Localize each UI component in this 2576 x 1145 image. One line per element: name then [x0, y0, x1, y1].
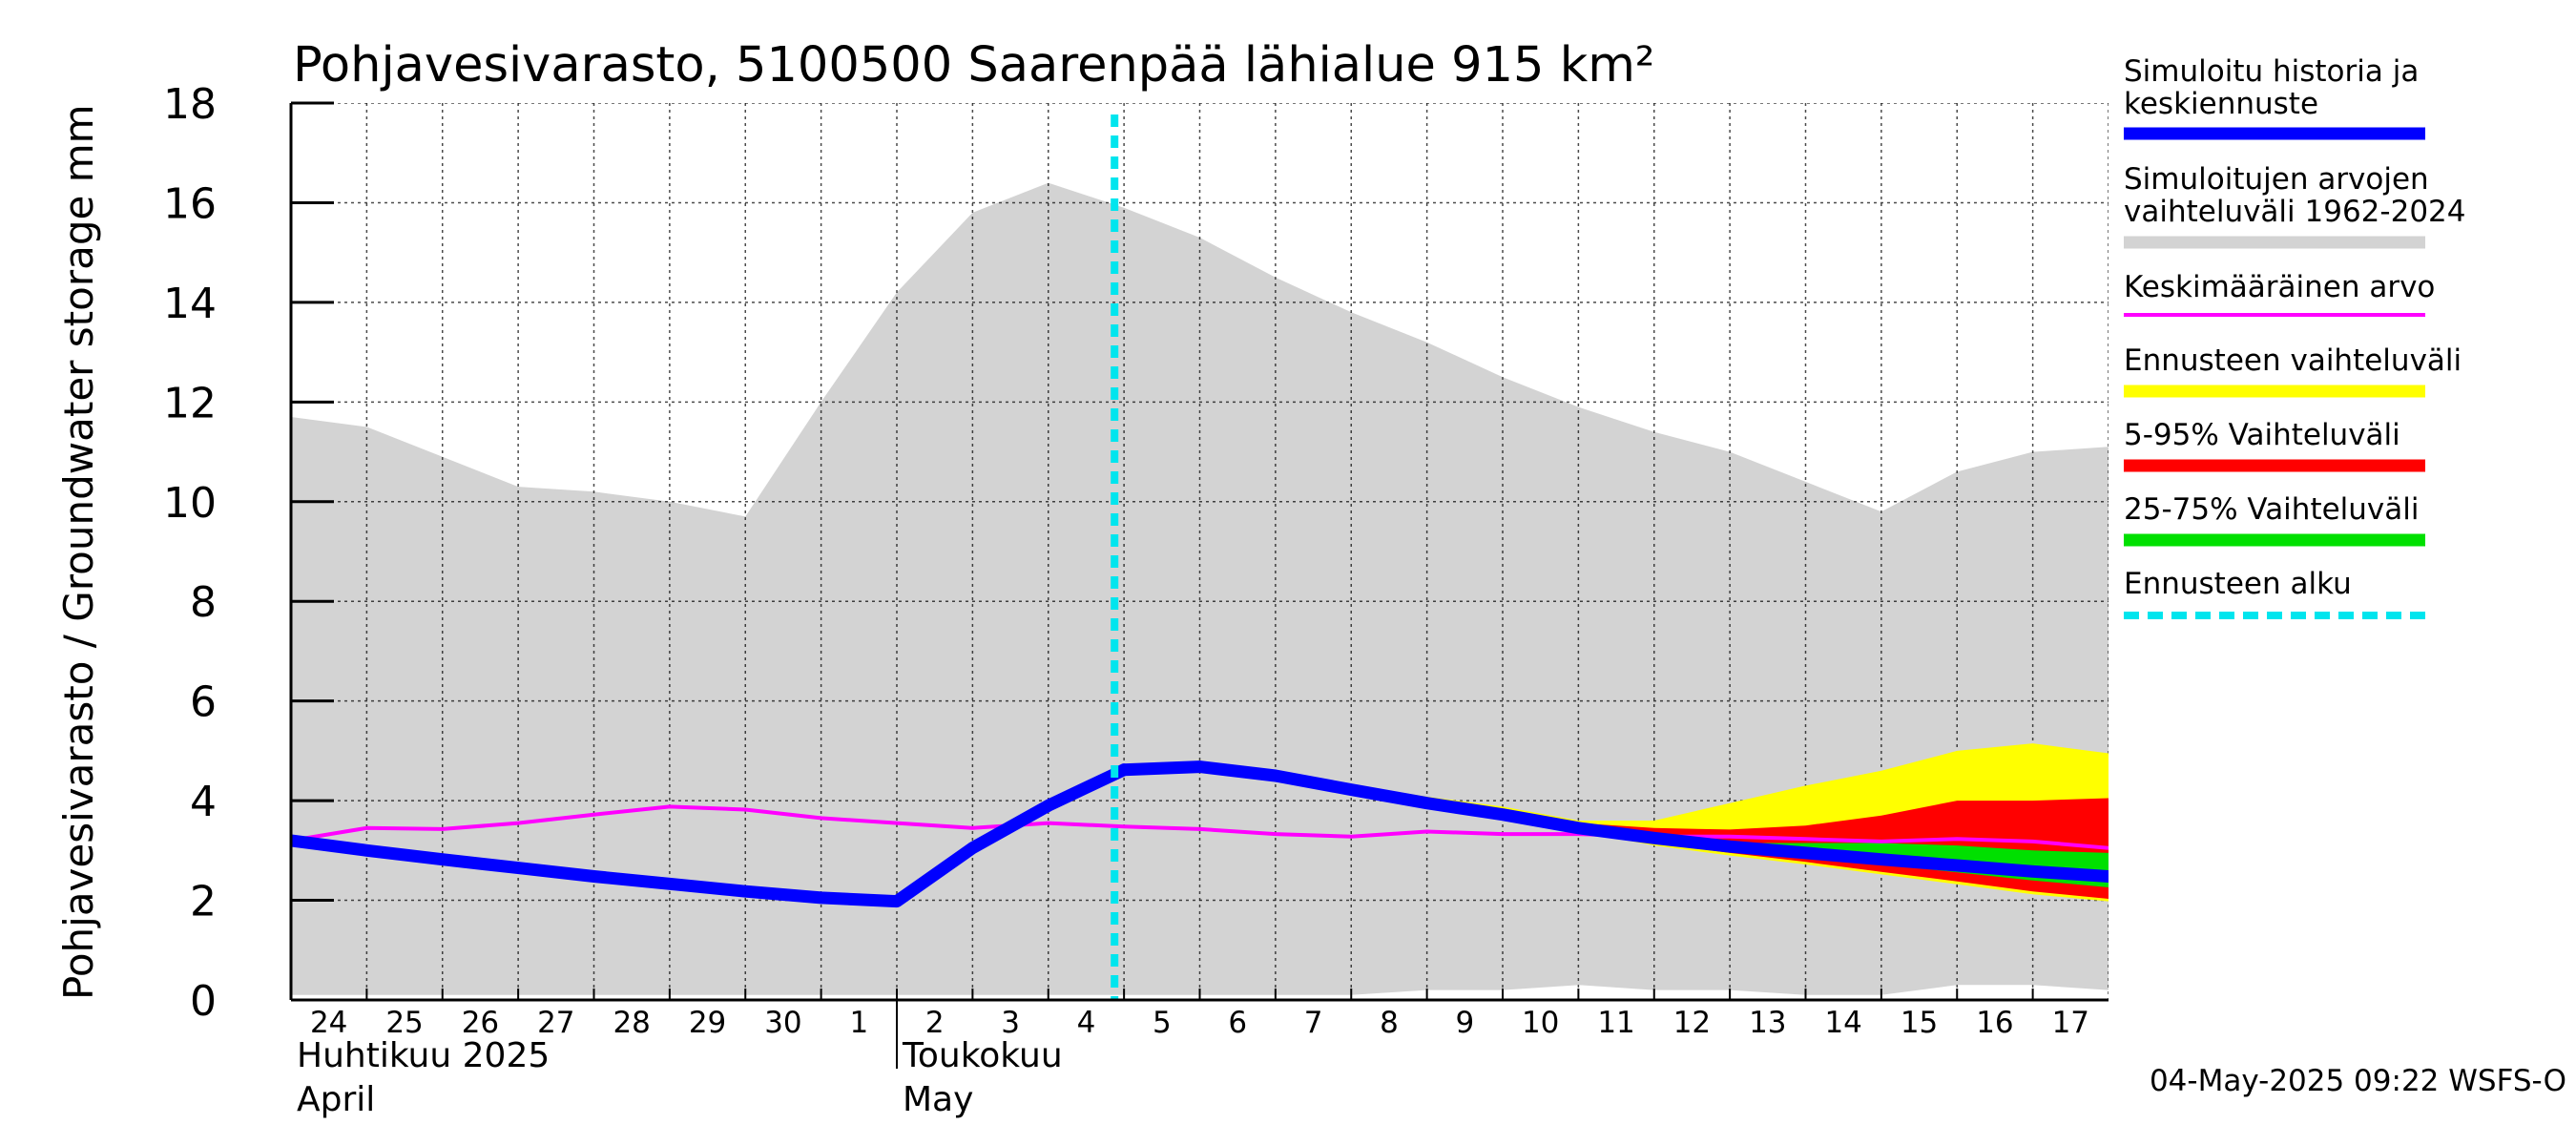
y-tick-label: 2 [190, 878, 217, 926]
y-tick-label: 6 [190, 678, 217, 727]
x-tick-label: 29 [689, 1006, 726, 1040]
x-tick-label: 15 [1901, 1006, 1938, 1040]
y-tick-label: 16 [163, 179, 217, 228]
legend-label: vaihteluväli 1962-2024 [2124, 195, 2465, 229]
x-tick-label: 14 [1824, 1006, 1861, 1040]
mean-value-line [291, 804, 2109, 850]
x-tick-label: 25 [385, 1006, 423, 1040]
y-tick-label: 0 [190, 977, 217, 1026]
month-label-en: May [903, 1080, 973, 1119]
x-tick-label: 28 [613, 1006, 650, 1040]
x-tick-label: 7 [1304, 1006, 1323, 1040]
y-tick-label: 4 [190, 778, 217, 826]
simulated-history-line [291, 763, 1131, 908]
month-label-fi: Huhtikuu 2025 [297, 1036, 550, 1075]
y-tick-label: 14 [163, 280, 217, 328]
y-axis-label: Pohjavesivarasto / Groundwater storage m… [55, 104, 102, 1000]
legend-label: Simuloitujen arvojen [2124, 162, 2429, 197]
x-tick-label: 1 [849, 1006, 868, 1040]
x-tick-label: 4 [1077, 1006, 1096, 1040]
x-tick-label: 2 [925, 1006, 945, 1040]
x-tick-label: 11 [1597, 1006, 1634, 1040]
x-tick-label: 10 [1522, 1006, 1559, 1040]
month-label-fi: Toukokuu [902, 1036, 1063, 1075]
x-tick-label: 6 [1228, 1006, 1247, 1040]
forecast-median-line [1117, 760, 2109, 883]
x-tick-label: 9 [1455, 1006, 1474, 1040]
timestamp-footer: 04-May-2025 09:22 WSFS-O [2150, 1064, 2566, 1098]
legend-label: Ennusteen alku [2124, 567, 2352, 601]
x-tick-label: 8 [1380, 1006, 1399, 1040]
y-tick-label: 18 [163, 80, 217, 129]
plot-area [291, 103, 2109, 1000]
legend-label: Keskimääräinen arvo [2124, 270, 2435, 304]
chart-title: Pohjavesivarasto, 5100500 Saarenpää lähi… [293, 37, 1654, 94]
x-tick-label: 13 [1749, 1006, 1786, 1040]
legend-label: 5-95% Vaihteluväli [2124, 418, 2400, 452]
x-tick-label: 5 [1153, 1006, 1172, 1040]
x-tick-label: 12 [1673, 1006, 1711, 1040]
x-tick-label: 24 [310, 1006, 347, 1040]
legend-label: Ennusteen vaihteluväli [2124, 344, 2462, 378]
legend-label: keskiennuste [2124, 87, 2318, 121]
y-tick-label: 12 [163, 379, 217, 427]
month-label-en: April [297, 1080, 375, 1119]
x-tick-label: 27 [537, 1006, 574, 1040]
legend-label: 25-75% Vaihteluväli [2124, 492, 2420, 527]
x-tick-label: 26 [462, 1006, 499, 1040]
x-tick-label: 17 [2052, 1006, 2089, 1040]
x-tick-label: 30 [764, 1006, 801, 1040]
x-tick-label: 16 [1976, 1006, 2013, 1040]
y-tick-label: 10 [163, 479, 217, 528]
plot-content [291, 103, 2109, 1000]
y-tick-label: 8 [190, 578, 217, 627]
x-tick-label: 3 [1001, 1006, 1020, 1040]
legend-label: Simuloitu historia ja [2124, 54, 2419, 89]
